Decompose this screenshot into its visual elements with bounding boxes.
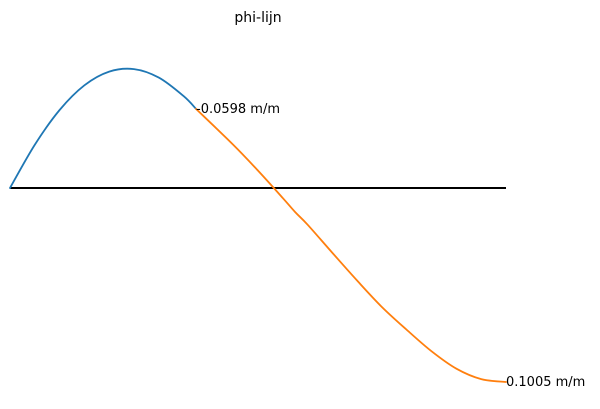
- data-label-2: 0.1005 m/m: [506, 375, 585, 390]
- chart-title: phi-lijn: [234, 10, 281, 26]
- series-line-1: [9, 67, 197, 189]
- series-layer: [9, 67, 507, 383]
- labels-layer: -0.0598 m/m 0.1005 m/m: [196, 102, 585, 390]
- series-line-2: [195, 107, 507, 383]
- data-label-1: -0.0598 m/m: [196, 102, 280, 117]
